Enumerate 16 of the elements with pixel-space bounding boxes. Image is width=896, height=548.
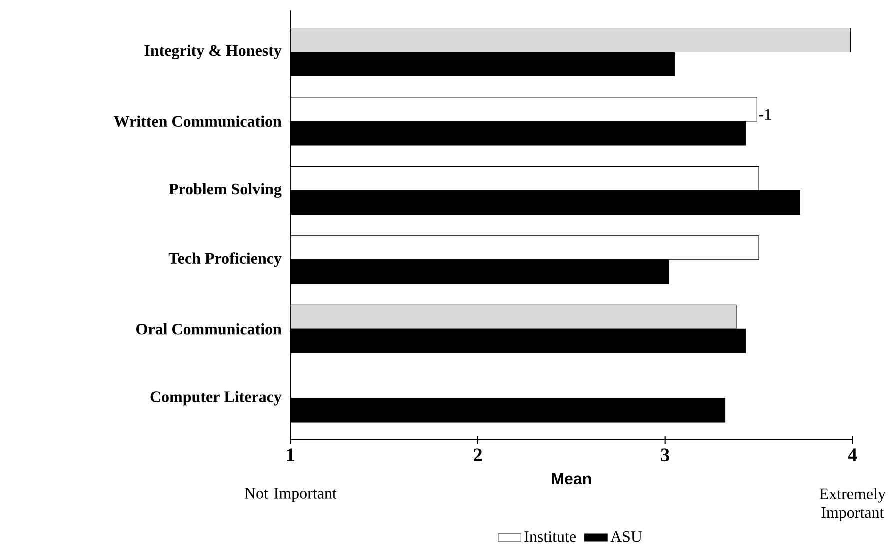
text: Not Important (244, 488, 337, 502)
x-tick-label: 2 (474, 448, 482, 462)
y-tick-label: Oral Communication (136, 324, 282, 335)
y-tick-label: Computer Literacy (150, 391, 282, 406)
y-tick-label: Tech Proficiency (168, 252, 282, 268)
annotation: -1 (759, 109, 772, 120)
x-axis-title: Mean (552, 473, 592, 485)
legend-label: ASU (610, 531, 642, 542)
x-tick-label: 4 (848, 448, 858, 462)
y-tick-label: Problem Solving (169, 183, 282, 198)
x-tick-label: 3 (661, 448, 670, 462)
y-tick-label: Integrity & Honesty (144, 44, 282, 60)
x-tick-label: 1 (287, 448, 294, 462)
y-tick-label: Written Communication (114, 116, 282, 128)
legend-label: Institute (524, 531, 576, 542)
text: Extremely Important (820, 488, 886, 522)
